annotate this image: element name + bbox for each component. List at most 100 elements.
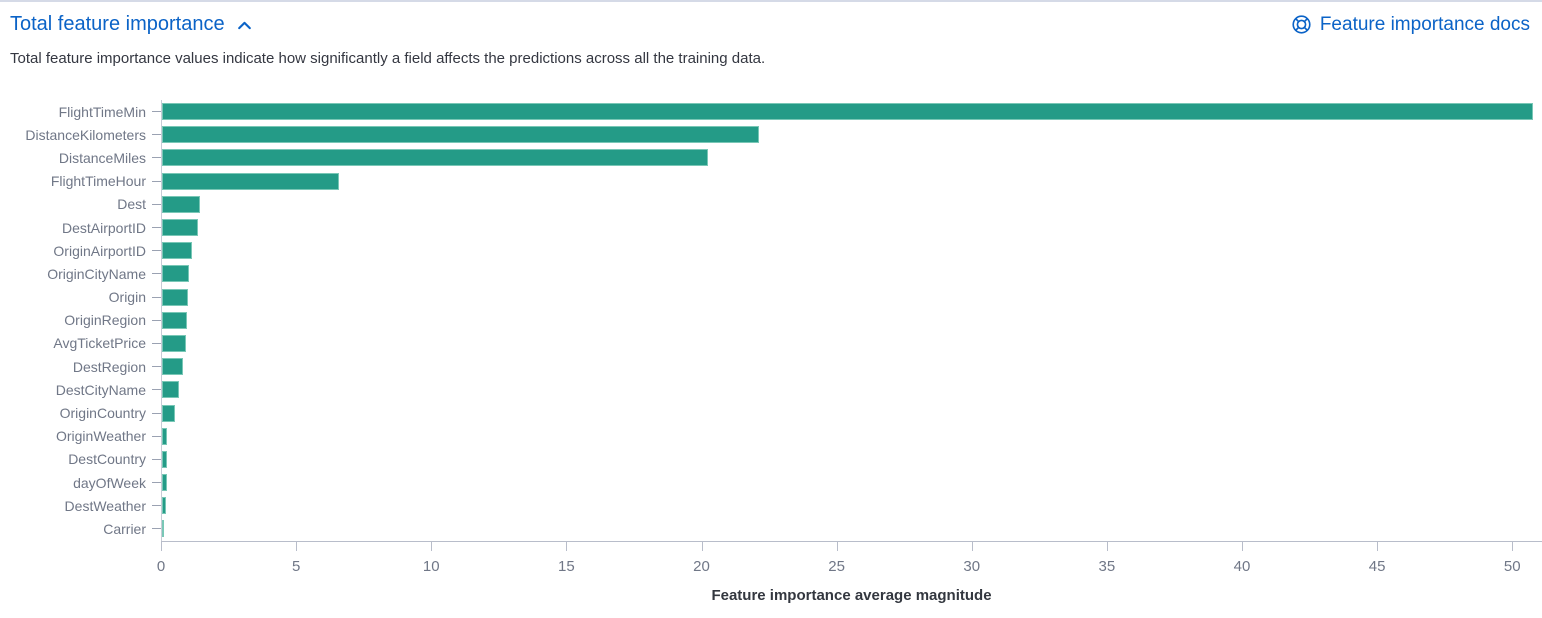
x-tick-mark bbox=[971, 541, 973, 551]
bar-dayOfWeek[interactable] bbox=[162, 474, 167, 492]
x-tick-mark bbox=[1106, 541, 1108, 551]
x-tick-mark bbox=[566, 541, 568, 551]
y-axis-tick bbox=[152, 412, 161, 414]
bar-track bbox=[161, 355, 1542, 379]
bar-track bbox=[161, 424, 1542, 448]
y-axis-tick bbox=[152, 111, 161, 113]
y-axis-tick bbox=[152, 180, 161, 182]
chart-row-Origin: Origin bbox=[0, 285, 1542, 309]
help-lifering-icon bbox=[1291, 14, 1312, 35]
y-axis-tick bbox=[152, 250, 161, 252]
y-axis-tick bbox=[152, 273, 161, 275]
y-axis-label: OriginAirportID bbox=[53, 242, 146, 259]
y-axis-label: FlightTimeMin bbox=[58, 103, 146, 120]
x-tick-mark bbox=[1377, 541, 1379, 551]
bar-track bbox=[161, 123, 1542, 147]
y-axis-label: DistanceKilometers bbox=[25, 126, 146, 143]
chart-row-OriginAirportID: OriginAirportID bbox=[0, 239, 1542, 263]
y-axis-tick bbox=[152, 435, 161, 437]
bar-DestRegion[interactable] bbox=[162, 358, 184, 376]
chart-row-OriginCityName: OriginCityName bbox=[0, 262, 1542, 286]
chart-row-Carrier: Carrier bbox=[0, 517, 1542, 541]
y-axis-label: OriginCityName bbox=[47, 265, 146, 282]
bar-OriginCityName[interactable] bbox=[162, 265, 190, 283]
y-axis-tick bbox=[152, 227, 161, 229]
bar-track bbox=[161, 100, 1542, 124]
y-axis-tick bbox=[152, 319, 161, 321]
chart-row-DestCountry: DestCountry bbox=[0, 447, 1542, 471]
panel-title: Total feature importance bbox=[10, 13, 225, 35]
x-tick-mark bbox=[431, 541, 433, 551]
x-tick-mark bbox=[1512, 541, 1514, 551]
bar-Carrier[interactable] bbox=[162, 520, 164, 538]
y-axis-label: Dest bbox=[117, 196, 146, 213]
y-axis-label: Origin bbox=[108, 289, 146, 306]
bar-DestAirportID[interactable] bbox=[162, 219, 199, 237]
bar-DestCountry[interactable] bbox=[162, 450, 167, 468]
bar-DistanceMiles[interactable] bbox=[162, 149, 708, 167]
chart-row-dayOfWeek: dayOfWeek bbox=[0, 471, 1542, 495]
x-tick-label: 35 bbox=[1098, 557, 1116, 575]
feature-importance-docs-link[interactable]: Feature importance docs bbox=[1291, 14, 1530, 36]
total-feature-importance-toggle[interactable]: Total feature importance bbox=[10, 13, 253, 36]
bar-OriginCountry[interactable] bbox=[162, 404, 175, 422]
x-tick-label: 5 bbox=[291, 557, 301, 575]
chart-row-DestCityName: DestCityName bbox=[0, 378, 1542, 402]
chart-row-Dest: Dest bbox=[0, 192, 1542, 216]
x-tick-mark bbox=[296, 541, 298, 551]
x-tick-label: 20 bbox=[693, 557, 710, 575]
feature-importance-chart: FlightTimeMin DistanceKilometers DistanceM… bbox=[0, 100, 1542, 604]
y-axis-tick bbox=[152, 203, 161, 205]
y-axis-label: OriginCountry bbox=[59, 405, 146, 422]
chart-row-DistanceMiles: DistanceMiles bbox=[0, 146, 1542, 170]
y-axis-label: DestCityName bbox=[55, 381, 146, 398]
bar-DestWeather[interactable] bbox=[162, 497, 167, 515]
x-tick-label: 10 bbox=[422, 557, 440, 575]
chart-row-AvgTicketPrice: AvgTicketPrice bbox=[0, 331, 1542, 356]
bar-track bbox=[161, 331, 1542, 356]
panel-header: Total feature importance Feature importa… bbox=[0, 2, 1542, 36]
y-axis-label: DestAirportID bbox=[61, 219, 146, 236]
y-axis-tick bbox=[152, 505, 161, 507]
x-axis: 0 5 10 15 20 25 30 35 40 45 50 bbox=[157, 540, 1542, 584]
bar-track bbox=[161, 308, 1542, 332]
x-tick-label: 40 bbox=[1233, 557, 1251, 575]
bar-OriginAirportID[interactable] bbox=[162, 242, 193, 260]
y-axis-label: DestRegion bbox=[72, 358, 146, 375]
chart-row-DestWeather: DestWeather bbox=[0, 494, 1542, 518]
y-axis-tick bbox=[152, 482, 161, 484]
bar-DestCityName[interactable] bbox=[162, 381, 179, 399]
chart-row-OriginRegion: OriginRegion bbox=[0, 308, 1542, 332]
bar-FlightTimeMin[interactable] bbox=[162, 103, 1533, 121]
bar-track bbox=[161, 146, 1542, 170]
bar-track bbox=[161, 169, 1542, 193]
panel-description: Total feature importance values indicate… bbox=[10, 50, 766, 67]
bar-FlightTimeHour[interactable] bbox=[162, 172, 339, 190]
y-axis-label: dayOfWeek bbox=[73, 474, 146, 491]
bar-OriginWeather[interactable] bbox=[162, 427, 168, 445]
bar-track bbox=[161, 215, 1542, 240]
x-axis-title: Feature importance average magnitude bbox=[711, 586, 992, 604]
bar-OriginRegion[interactable] bbox=[162, 311, 187, 329]
x-tick-label: 50 bbox=[1503, 557, 1521, 575]
bar-track bbox=[161, 192, 1542, 216]
bar-AvgTicketPrice[interactable] bbox=[162, 334, 187, 352]
y-axis-label: AvgTicketPrice bbox=[53, 335, 146, 352]
chart-row-DestRegion: DestRegion bbox=[0, 355, 1542, 379]
x-tick-label: 0 bbox=[156, 557, 166, 575]
bar-Origin[interactable] bbox=[162, 288, 188, 306]
y-axis-label: DestWeather bbox=[64, 497, 146, 514]
bar-track bbox=[161, 239, 1542, 263]
bar-track bbox=[161, 401, 1542, 425]
y-axis-label: OriginWeather bbox=[55, 428, 146, 445]
bar-Dest[interactable] bbox=[162, 195, 200, 213]
chart-row-FlightTimeMin: FlightTimeMin bbox=[0, 100, 1542, 124]
y-axis-label: Carrier bbox=[103, 520, 146, 537]
bar-track bbox=[161, 447, 1542, 471]
y-axis-tick bbox=[152, 389, 161, 391]
bar-DistanceKilometers[interactable] bbox=[162, 126, 759, 144]
x-tick-mark bbox=[701, 541, 703, 551]
y-axis-tick bbox=[152, 366, 161, 368]
bar-track bbox=[161, 494, 1542, 518]
